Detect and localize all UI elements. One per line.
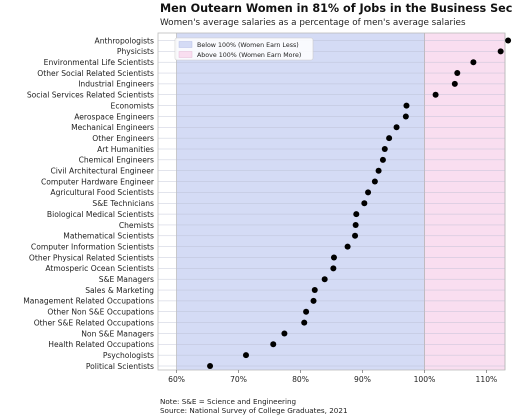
y-tick-label: Agricultural Food Scientists — [50, 188, 154, 197]
x-tick-label: 100% — [414, 375, 436, 384]
legend: Below 100% (Women Earn Less) Above 100% … — [174, 37, 314, 61]
data-point — [375, 167, 382, 174]
data-point — [379, 156, 386, 163]
y-tick-label: Mathematical Scientists — [63, 232, 154, 241]
legend-box — [174, 37, 314, 61]
data-point — [403, 102, 410, 109]
x-tick-label: 110% — [476, 375, 498, 384]
data-point — [242, 352, 249, 359]
data-point — [381, 146, 388, 152]
y-tick-label: Health Related Occupations — [48, 340, 154, 349]
data-point — [352, 221, 359, 228]
data-point — [432, 91, 439, 98]
y-tick-label: Computer Hardware Engineer — [41, 177, 155, 186]
data-point — [402, 113, 409, 120]
chart-subtitle: Women's average salaries as a percentage… — [160, 18, 466, 28]
data-point — [344, 243, 351, 250]
data-point — [454, 70, 461, 77]
data-point — [303, 308, 310, 315]
y-tick-label: Mechanical Engineers — [71, 123, 154, 132]
data-point — [386, 135, 393, 142]
y-tick-label: Sales & Marketing — [85, 286, 154, 295]
x-tick-label: 60% — [168, 375, 185, 384]
data-point — [371, 178, 378, 185]
y-tick-label: S&E Managers — [99, 275, 154, 284]
legend-label-below: Below 100% (Women Earn Less) — [197, 42, 299, 49]
legend-swatch-above — [178, 51, 193, 58]
y-tick-label: Political Scientists — [86, 362, 154, 371]
data-point — [321, 276, 328, 283]
y-tick-label: Non S&E Managers — [81, 329, 154, 338]
y-tick-label: Industrial Engineers — [78, 80, 154, 89]
y-tick-label: Physicists — [117, 47, 154, 56]
y-tick-label: Anthropologists — [95, 36, 154, 45]
data-point — [301, 319, 308, 326]
data-point — [352, 232, 359, 239]
y-tick-label: Computer Information Scientists — [31, 242, 154, 251]
data-point — [393, 124, 400, 131]
y-tick-label: Social Services Related Scientists — [27, 91, 154, 100]
data-point — [505, 37, 512, 44]
y-tick-label: Aerospace Engineers — [74, 112, 154, 121]
x-tick-label: 90% — [354, 375, 371, 384]
data-point — [361, 200, 368, 207]
legend-label-above: Above 100% (Women Earn More) — [197, 52, 301, 59]
chart-title: Men Outearn Women in 81% of Jobs in the … — [160, 2, 512, 15]
y-tick-label: Management Related Occupations — [23, 297, 154, 306]
plot-frame — [157, 32, 506, 371]
y-tick-label: Chemists — [119, 221, 154, 230]
data-point — [353, 211, 360, 218]
data-point — [311, 287, 318, 294]
data-point — [207, 363, 214, 369]
x-tick-label: 70% — [230, 375, 247, 384]
data-point — [365, 189, 372, 196]
y-tick-label: Civil Architectural Engineer — [50, 167, 154, 176]
x-tick-label: 80% — [292, 375, 309, 384]
y-tick-label: Economists — [111, 101, 155, 110]
y-tick-label: Other Social Related Scientists — [37, 69, 154, 78]
y-tick-label: S&E Technicians — [92, 199, 154, 208]
y-tick-label: Other S&E Related Occupations — [34, 318, 154, 327]
data-point — [330, 254, 337, 261]
region-below — [176, 33, 425, 370]
data-point — [270, 341, 277, 348]
y-tick-label: Environmental Life Scientists — [44, 58, 154, 67]
y-tick-label: Other Engineers — [92, 134, 154, 143]
data-point — [281, 330, 288, 337]
y-tick-label: Other Physical Related Scientists — [29, 253, 154, 262]
y-tick-label: Art Humanities — [97, 145, 154, 154]
legend-swatch-below — [178, 41, 193, 48]
data-point — [497, 48, 504, 55]
y-tick-label: Other Non S&E Occupations — [47, 308, 154, 317]
data-point — [330, 265, 337, 272]
y-tick-label: Biological Medical Scientists — [47, 210, 154, 219]
y-tick-label: Psychologists — [103, 351, 154, 360]
chart-note: Note: S&E = Science and Engineering — [160, 397, 297, 406]
y-tick-label: Chemical Engineers — [79, 156, 154, 165]
chart-source: Source: National Survey of College Gradu… — [160, 406, 348, 415]
data-point — [310, 297, 317, 304]
region-above — [424, 33, 505, 370]
data-point — [470, 59, 477, 66]
data-point — [451, 80, 458, 87]
y-tick-label: Atmosperic Ocean Scientists — [45, 264, 154, 273]
